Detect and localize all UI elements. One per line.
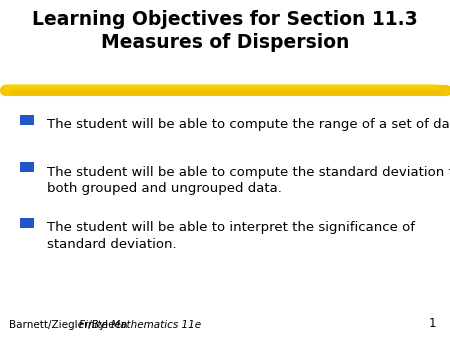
Text: The student will be able to compute the standard deviation for
both grouped and : The student will be able to compute the … <box>47 166 450 195</box>
Text: Learning Objectives for Section 11.3
Measures of Dispersion: Learning Objectives for Section 11.3 Mea… <box>32 10 418 52</box>
Text: The student will be able to compute the range of a set of data.: The student will be able to compute the … <box>47 118 450 131</box>
Bar <box>20 115 34 125</box>
Bar <box>20 162 34 172</box>
Text: Finite Mathematics 11e: Finite Mathematics 11e <box>79 319 201 330</box>
Text: 1: 1 <box>429 317 436 330</box>
Text: Barnett/Ziegler/Byleen: Barnett/Ziegler/Byleen <box>9 319 131 330</box>
Bar <box>20 218 34 228</box>
Text: The student will be able to interpret the significance of
standard deviation.: The student will be able to interpret th… <box>47 221 415 251</box>
